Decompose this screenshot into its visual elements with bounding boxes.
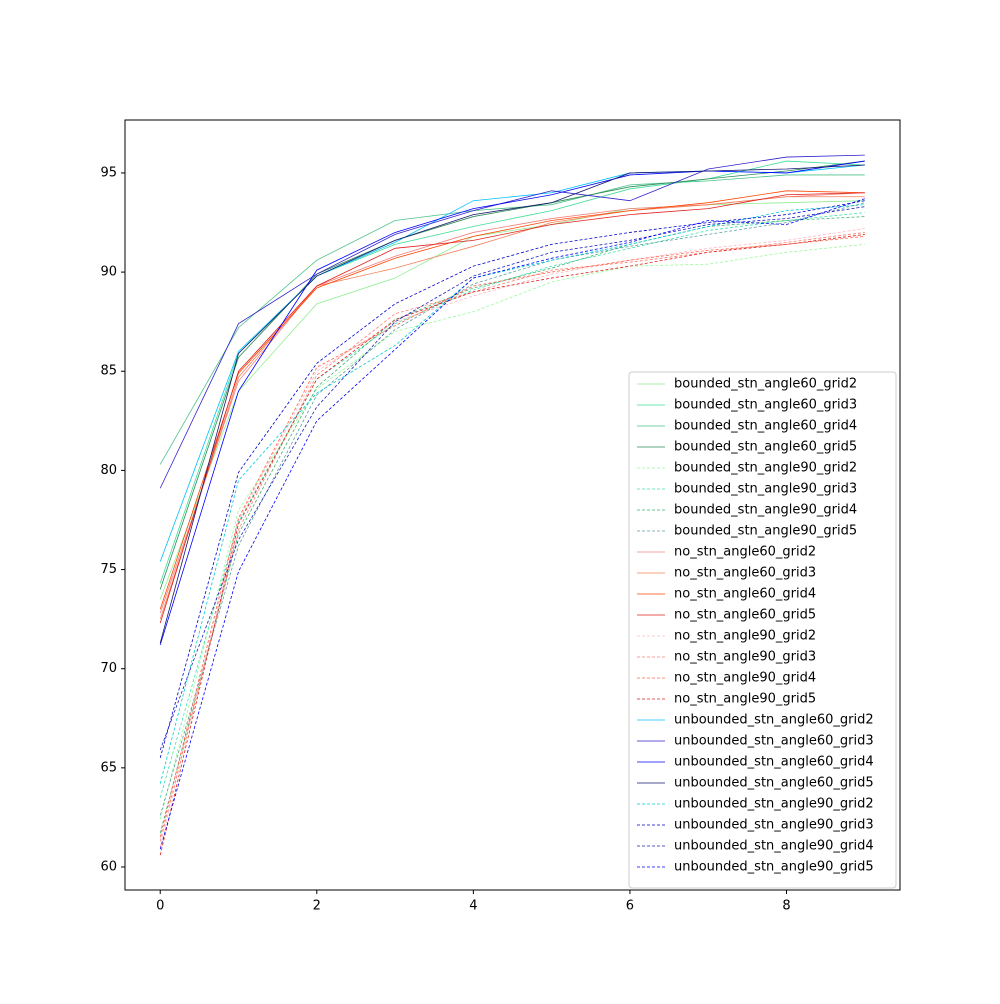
x-tick-label: 8	[782, 899, 790, 914]
series-line	[159, 236, 865, 838]
legend-label: no_stn_angle90_grid3	[674, 650, 816, 665]
series-line	[159, 202, 865, 816]
series-line	[159, 216, 865, 834]
series-line	[159, 204, 865, 784]
series-line	[159, 160, 865, 646]
legend-label: unbounded_stn_angle60_grid3	[674, 734, 874, 749]
legend-label: unbounded_stn_angle60_grid4	[674, 755, 874, 770]
series-line	[159, 243, 865, 820]
series-line	[159, 196, 865, 620]
legend-label: no_stn_angle90_grid2	[674, 629, 816, 644]
x-tick-label: 2	[313, 899, 321, 914]
series-line	[159, 192, 865, 624]
legend-label: bounded_stn_angle90_grid2	[674, 461, 857, 476]
x-tick-label: 6	[626, 899, 634, 914]
legend-label: bounded_stn_angle60_grid4	[674, 419, 857, 434]
y-tick-label: 65	[100, 760, 117, 775]
legend-label: bounded_stn_angle60_grid2	[674, 377, 857, 392]
legend-label: no_stn_angle60_grid2	[674, 545, 816, 560]
series-line	[159, 234, 865, 856]
legend-label: no_stn_angle90_grid5	[674, 692, 816, 707]
legend-label: bounded_stn_angle90_grid4	[674, 503, 857, 518]
x-tick-label: 0	[156, 899, 164, 914]
series-line	[159, 206, 865, 751]
legend-label: bounded_stn_angle90_grid3	[674, 482, 857, 497]
series-line	[159, 154, 865, 489]
legend: bounded_stn_angle60_grid2 bounded_stn_ang…	[628, 371, 897, 889]
legend-label: unbounded_stn_angle90_grid2	[674, 797, 874, 812]
series-line	[159, 200, 865, 759]
legend-label: unbounded_stn_angle90_grid5	[674, 860, 874, 875]
y-tick-label: 95	[100, 165, 117, 180]
series-line	[159, 200, 865, 600]
legend-label: bounded_stn_angle60_grid5	[674, 440, 857, 455]
series-line	[159, 160, 865, 590]
y-tick-label: 60	[100, 859, 117, 874]
plot-frame	[124, 119, 901, 891]
y-tick-label: 80	[100, 463, 117, 478]
y-tick-label: 85	[100, 364, 117, 379]
series-line	[159, 164, 865, 644]
legend-label: bounded_stn_angle90_grid5	[674, 524, 857, 539]
y-tick-label: 75	[100, 562, 117, 577]
x-tick-label: 4	[469, 899, 477, 914]
legend-label: no_stn_angle90_grid4	[674, 671, 816, 686]
legend-label: unbounded_stn_angle60_grid5	[674, 776, 874, 791]
series-line	[159, 198, 865, 850]
legend-label: unbounded_stn_angle60_grid2	[674, 713, 874, 728]
legend-label: no_stn_angle60_grid4	[674, 587, 816, 602]
legend-label: no_stn_angle60_grid3	[674, 566, 816, 581]
legend-label: no_stn_angle60_grid5	[674, 608, 816, 623]
series-line	[159, 232, 865, 842]
legend-label: unbounded_stn_angle90_grid3	[674, 818, 874, 833]
series-line	[159, 212, 865, 798]
y-tick-label: 70	[100, 661, 117, 676]
y-tick-label: 90	[100, 265, 117, 280]
legend-label: unbounded_stn_angle90_grid4	[674, 839, 874, 854]
legend-box	[628, 371, 897, 889]
series-line	[159, 174, 865, 465]
legend-label: bounded_stn_angle60_grid3	[674, 398, 857, 413]
